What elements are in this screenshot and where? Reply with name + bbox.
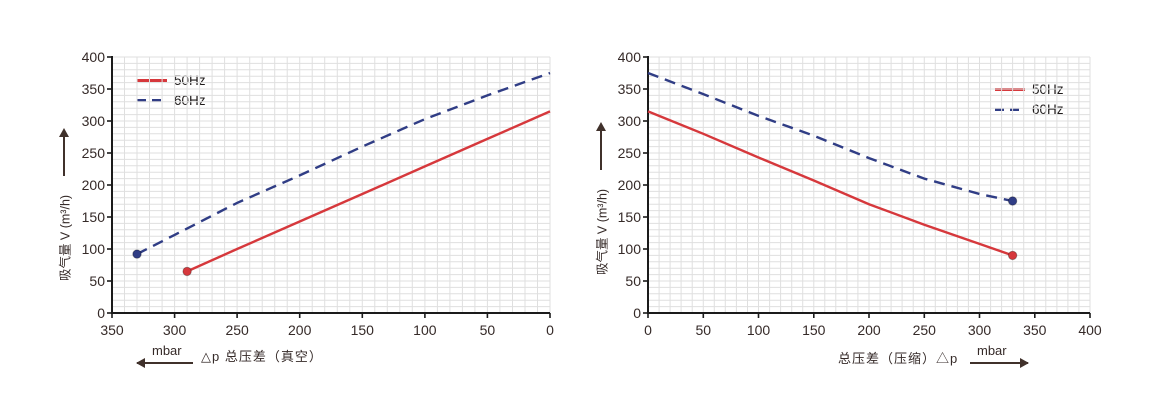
y-tick-label: 300 [617, 113, 641, 129]
arrow-head-icon [136, 358, 145, 368]
arrow-head-icon [59, 128, 69, 137]
y-tick-label: 50 [89, 273, 105, 289]
legend-item-60hz: 60Hz [995, 99, 1064, 119]
series-line-60hz [647, 71, 1013, 203]
legend-60hz-label: 60Hz [174, 92, 206, 108]
x-tick-label: 400 [1078, 322, 1102, 338]
legend-50hz-line-swatch [137, 78, 167, 82]
arrow-shaft [600, 129, 602, 170]
x-tick-label: 50 [695, 322, 712, 338]
compression-plot-area [643, 56, 1091, 318]
legend-60hz-label: 60Hz [1032, 101, 1064, 117]
data-point-marker-50hz [1007, 250, 1018, 261]
y-tick-label: 150 [617, 209, 641, 225]
series-line-50hz [647, 110, 1013, 257]
x-axis-label: 总压差（压缩）△p [838, 351, 959, 366]
x-tick-label: 200 [288, 322, 312, 338]
data-point-marker-50hz [182, 266, 192, 277]
mbar-left-arrow [136, 358, 193, 368]
x-tick-label: 200 [857, 322, 881, 338]
legend-item-60hz: 60Hz [137, 90, 206, 110]
tick-marks [643, 56, 1091, 318]
y-tick-label: 100 [81, 241, 105, 257]
x-tick-label: 250 [912, 322, 936, 338]
x-tick-label: 100 [746, 322, 771, 338]
y-tick-label: 150 [81, 209, 105, 225]
x-tick-label: 150 [350, 322, 374, 338]
x-tick-label: 100 [413, 322, 437, 338]
tick-marks [107, 56, 551, 318]
y-tick-label: 350 [617, 81, 641, 97]
y-tick-label: 400 [617, 49, 641, 65]
y-tick-label: 300 [81, 113, 105, 129]
vacuum-plot-area [107, 56, 551, 318]
grid-lines [647, 56, 1091, 314]
mbar-right-arrow [970, 358, 1029, 368]
y-tick-label: 400 [81, 49, 105, 65]
grid-lines [111, 56, 551, 314]
x-axis-unit-mbar: mbar [152, 343, 182, 358]
arrow-head-icon [596, 122, 606, 131]
y-tick-label: 350 [81, 81, 105, 97]
data-point-marker-60hz [1007, 196, 1018, 206]
x-tick-label: 250 [225, 322, 249, 338]
y-axis-up-arrow [596, 122, 606, 170]
y-axis-label: 吸气量 V (m³/h) [595, 188, 610, 276]
y-tick-label: 50 [625, 273, 641, 289]
x-tick-label: 350 [1023, 322, 1047, 338]
data-point-marker-60hz [132, 249, 142, 259]
y-tick-label: 0 [633, 305, 641, 321]
y-tick-label: 200 [81, 177, 105, 193]
y-tick-label: 100 [617, 241, 641, 257]
arrow-shaft [63, 135, 65, 176]
x-axis-label: △p 总压差（真空） [201, 349, 323, 364]
y-tick-label: 250 [81, 145, 105, 161]
legend-60hz-line-swatch [995, 107, 1025, 111]
arrow-shaft [970, 362, 1028, 364]
y-tick-label: 200 [617, 177, 641, 193]
y-tick-label: 0 [97, 305, 105, 321]
arrow-shaft [137, 362, 193, 364]
x-tick-label: 150 [802, 322, 826, 338]
x-tick-label: 0 [546, 322, 554, 338]
x-axis-unit-mbar: mbar [977, 343, 1007, 358]
x-tick-label: 0 [644, 322, 652, 338]
x-tick-label: 350 [100, 322, 124, 338]
arrow-head-icon [1020, 358, 1029, 368]
y-tick-label: 250 [617, 145, 641, 161]
y-axis-up-arrow [59, 128, 69, 176]
legend-60hz-line-swatch [137, 98, 167, 102]
series-line-50hz [186, 110, 551, 273]
x-tick-label: 50 [479, 322, 496, 338]
x-tick-label: 300 [162, 322, 187, 338]
x-tick-label: 300 [967, 322, 992, 338]
